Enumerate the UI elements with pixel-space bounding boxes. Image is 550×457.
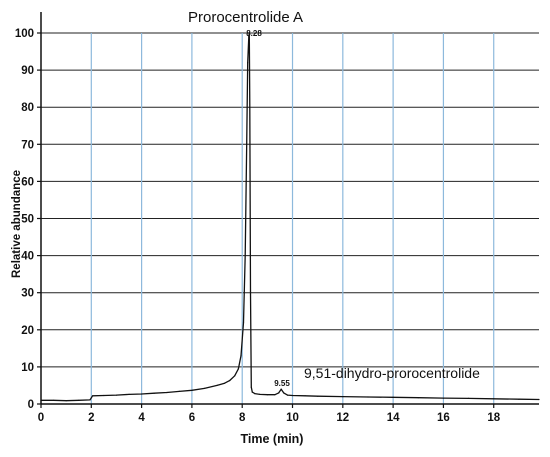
data-point [250,386,252,388]
data-point [278,392,280,394]
data-point [417,397,419,399]
data-point [115,394,118,396]
data-point [493,398,495,400]
data-point [392,396,394,398]
y-tick-label: 50 [21,214,34,226]
data-point [468,397,470,399]
x-tick-label: 12 [336,412,349,424]
data-point [246,143,248,145]
y-tick-label: 20 [21,325,34,337]
data-point [224,382,226,384]
x-tick-labels: 0 2 4 6 8 10 12 14 16 18 [38,412,501,424]
data-point [141,393,143,395]
data-point [304,395,306,397]
data-point [242,321,245,323]
data-point [229,380,231,382]
x-tick-label: 18 [487,412,500,424]
x-tick-label: 8 [239,412,246,424]
data-point [280,388,282,390]
data-point [259,393,261,395]
y-axis-title: Relative abundance [11,170,23,278]
x-tick-label: 10 [286,412,299,424]
data-point [283,392,285,394]
data-point [248,32,250,34]
y-tick-label: 70 [21,139,34,151]
y-tick-label: 10 [21,362,34,374]
data-point [166,391,168,394]
data-point [442,397,444,399]
data-point [367,396,369,398]
data-point [53,399,55,401]
y-tick-label: 100 [15,28,34,40]
data-point [92,395,94,397]
data-point [251,391,253,393]
data-point [128,393,130,395]
y-tick-label: 30 [21,288,34,300]
peak-label-9-55: 9.55 [274,379,290,388]
data-point [103,394,105,397]
y-tick-label: 40 [21,251,34,263]
data-point [203,387,206,389]
data-point [78,399,80,401]
data-point [274,394,276,396]
data-point [89,399,91,401]
horizontal-gridlines [41,32,539,368]
data-point [247,62,249,64]
data-point [286,394,289,396]
data-point [291,394,294,397]
series-line [41,32,540,402]
data-point [254,393,256,395]
data-point [244,255,246,257]
y-tick-label: 90 [21,65,34,77]
data-point [240,355,242,357]
peak-label-8-28: 8.28 [246,29,262,38]
data-point [191,389,193,391]
x-tick-label: 16 [437,412,450,424]
data-point [317,395,319,397]
series-group [40,32,540,402]
data-point [249,292,252,294]
data-point [538,398,540,401]
data-point [216,384,218,386]
data-point [178,390,180,392]
annotation-prorocentrolide-a: Prorocentrolide A [188,9,303,26]
annotation-dihydro-prorocentrolide: 9,51-dihydro-prorocentrolide [304,365,480,381]
x-tick-label: 6 [189,412,195,424]
data-point [40,399,42,401]
axes [37,12,539,408]
y-tick-label: 0 [28,399,34,411]
y-tick-label: 60 [21,176,34,188]
data-point [65,400,67,402]
data-point [237,368,239,370]
y-tick-labels: 0 10 20 30 40 50 60 70 80 90 100 [15,28,34,411]
x-tick-label: 14 [387,412,400,424]
data-point [518,398,520,400]
data-point [153,392,155,394]
data-point [249,106,251,108]
data-point [234,375,236,377]
x-tick-label: 2 [88,412,94,424]
y-tick-label: 80 [21,102,34,114]
data-point [342,396,344,398]
x-tick-label: 0 [38,412,44,424]
x-tick-label: 4 [138,412,145,424]
data-point [248,36,250,38]
x-axis-title: Time (min) [241,432,304,446]
data-point [266,394,268,396]
